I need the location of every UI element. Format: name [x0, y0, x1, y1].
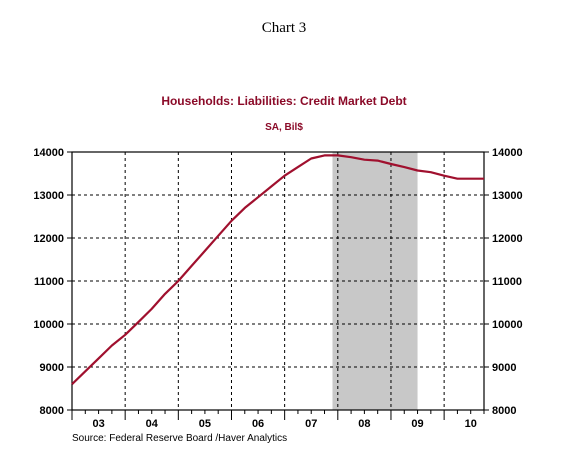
chart-subtitle: SA, Bil$: [265, 122, 303, 133]
axis-layer: [67, 151, 489, 420]
chart-title: Households: Liabilities: Credit Market D…: [161, 94, 407, 108]
x-tick-label: 10: [465, 418, 477, 430]
source-note: Source: Federal Reserve Board /Haver Ana…: [72, 433, 288, 444]
y-tick-label-right: 9000: [492, 362, 516, 374]
x-tick-label: 04: [146, 418, 159, 430]
x-tick-label: 03: [92, 418, 104, 430]
series-line: [71, 154, 484, 385]
series-layer: [71, 154, 484, 385]
tick-label-layer: 8000 8000 9000 9000 10000 10000 11000 11000 1200…: [33, 147, 522, 430]
x-tick-label: 08: [358, 418, 370, 430]
y-tick-label-right: 12000: [492, 233, 523, 245]
y-tick-label-left: 14000: [33, 147, 64, 159]
y-tick-label-left: 12000: [33, 233, 64, 245]
y-tick-label-right: 13000: [492, 190, 523, 202]
grid-layer: [72, 152, 484, 410]
y-tick-label-left: 9000: [40, 362, 64, 374]
y-tick-label-right: 8000: [492, 405, 516, 417]
x-tick-label: 05: [199, 418, 211, 430]
y-tick-label-left: 13000: [33, 190, 64, 202]
y-tick-label-right: 14000: [492, 147, 523, 159]
y-tick-label-left: 8000: [40, 405, 64, 417]
page-title: Chart 3: [261, 20, 307, 36]
x-tick-label: 09: [411, 418, 423, 430]
y-tick-label-right: 10000: [492, 319, 523, 331]
y-tick-label-left: 11000: [34, 276, 64, 288]
x-tick-label: 07: [305, 418, 317, 430]
y-tick-label-right: 11000: [492, 276, 522, 288]
x-tick-label: 06: [252, 418, 264, 430]
y-tick-label-left: 10000: [33, 319, 64, 331]
